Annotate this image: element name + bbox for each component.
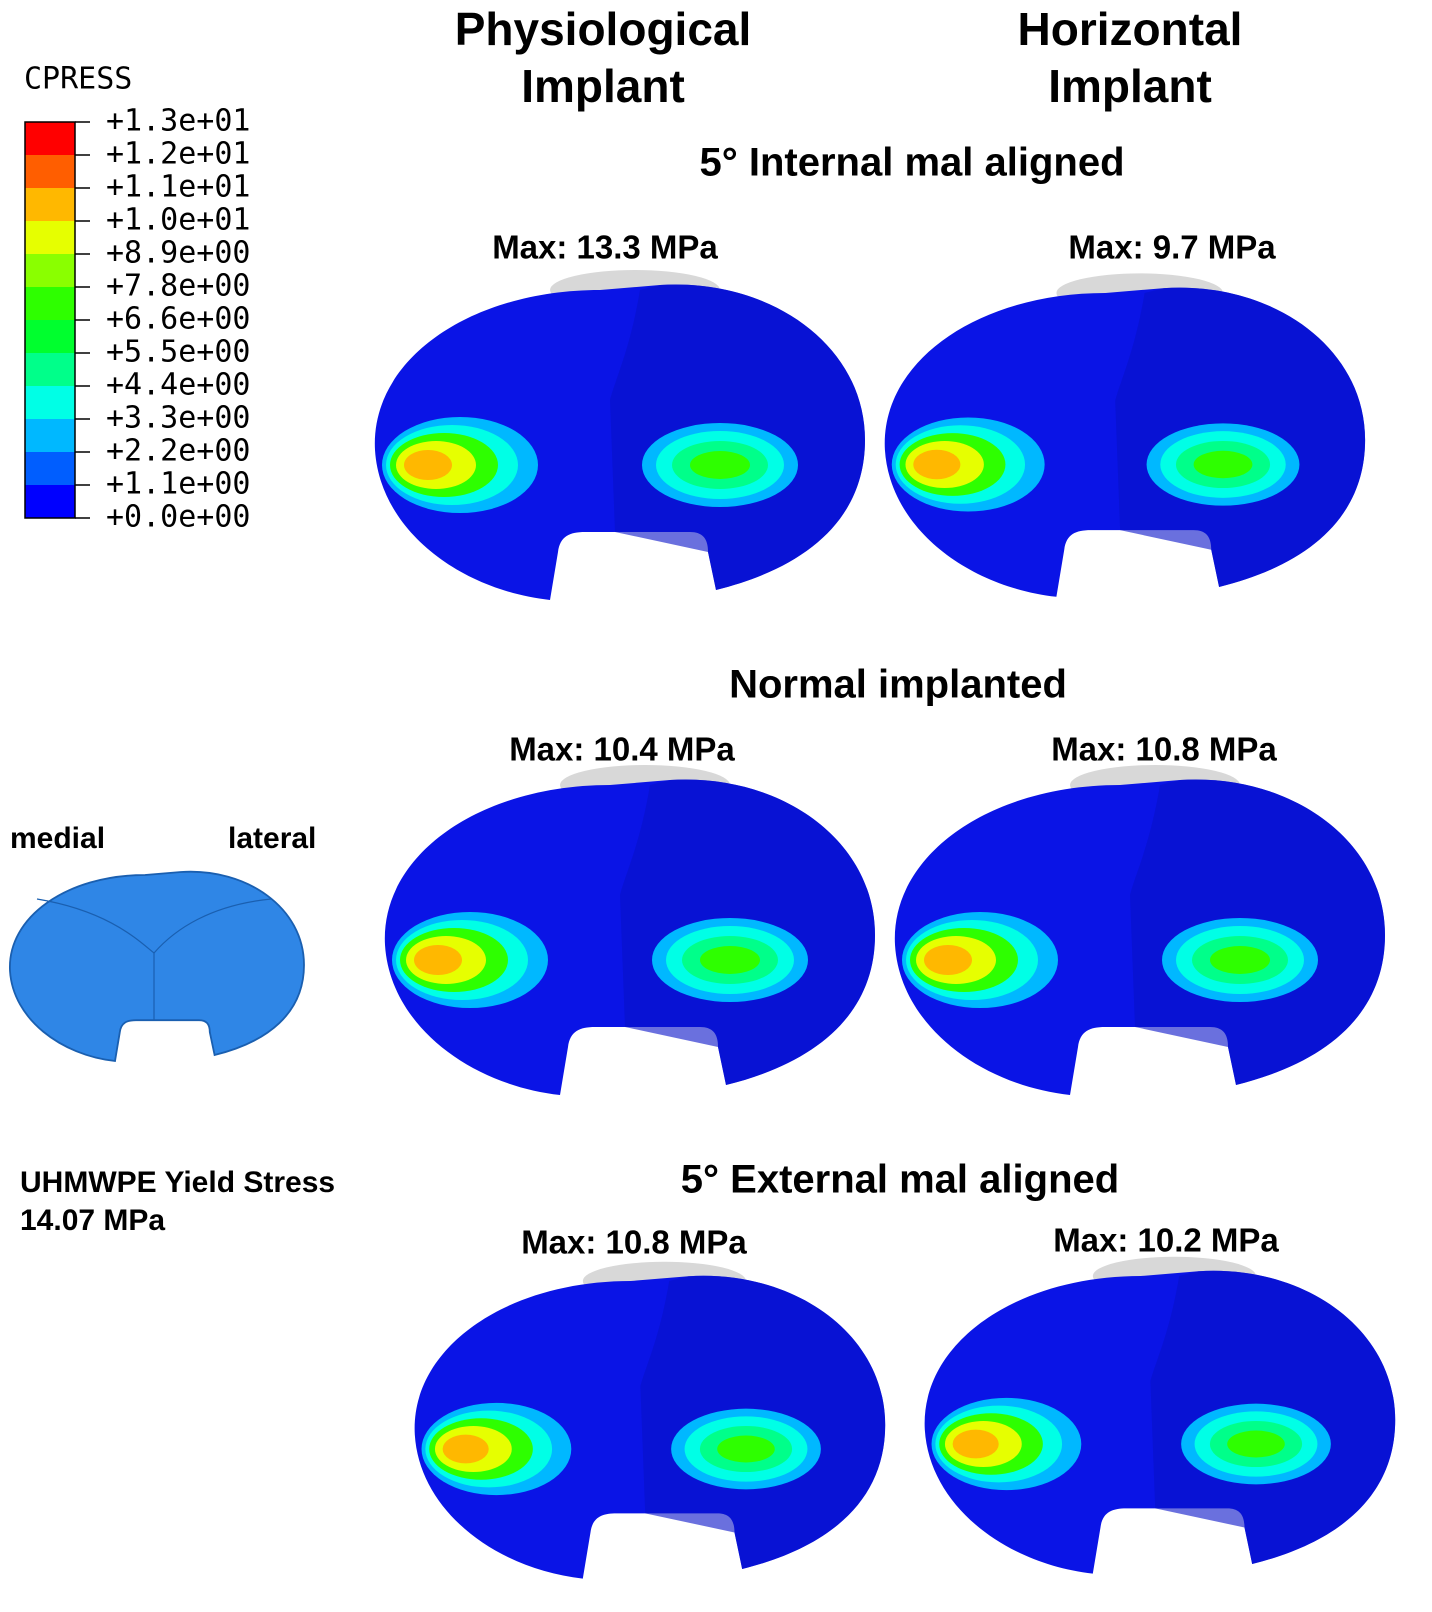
legend-label: +1.1e+00	[106, 467, 251, 502]
max-label: Max: 13.3 MPa	[492, 229, 718, 266]
column-header: Physiological	[455, 3, 752, 55]
legend-swatch	[25, 386, 75, 419]
legend-swatch	[25, 155, 75, 188]
legend-swatch	[25, 419, 75, 452]
legend-label: +1.0e+01	[106, 203, 251, 238]
row-title: Normal implanted	[729, 663, 1067, 707]
legend-swatch	[25, 188, 75, 221]
legend-label: +8.9e+00	[106, 236, 251, 271]
legend-label: +6.6e+00	[106, 302, 251, 337]
legend-swatch	[25, 122, 75, 155]
max-label: Max: 10.8 MPa	[521, 1224, 747, 1261]
column-header: Horizontal	[1018, 3, 1243, 55]
contour-plot	[925, 1257, 1396, 1574]
max-label: Max: 9.7 MPa	[1068, 229, 1276, 266]
contour-plot	[885, 273, 1365, 596]
legend-swatch	[25, 254, 75, 287]
legend-label: +5.5e+00	[106, 335, 251, 370]
inset-label: lateral	[228, 822, 316, 855]
note: 14.07 MPa	[20, 1204, 165, 1237]
contour-plot	[385, 765, 875, 1095]
legend-swatch	[25, 485, 75, 518]
legend-label: +2.2e+00	[106, 434, 251, 469]
contour-plot	[415, 1262, 886, 1579]
note: UHMWPE Yield Stress	[20, 1166, 335, 1199]
insert-model	[10, 872, 304, 1061]
legend: CPRESS +1.3e+01+1.2e+01+1.1e+01+1.0e+01+…	[24, 62, 251, 535]
max-label: Max: 10.8 MPa	[1051, 731, 1277, 768]
contour-plot	[895, 765, 1385, 1095]
inset-label: medial	[10, 822, 105, 855]
legend-swatch	[25, 452, 75, 485]
column-header: Implant	[521, 60, 685, 112]
legend-label: +1.3e+01	[106, 104, 251, 139]
column-header: Implant	[1048, 60, 1212, 112]
max-label: Max: 10.4 MPa	[509, 731, 735, 768]
contour-plot	[375, 270, 865, 600]
legend-swatch	[25, 287, 75, 320]
legend-label: +1.1e+01	[106, 170, 251, 205]
legend-swatch	[25, 221, 75, 254]
figure: CPRESS +1.3e+01+1.2e+01+1.1e+01+1.0e+01+…	[0, 0, 1432, 1612]
legend-label: +1.2e+01	[106, 137, 251, 172]
legend-label: +3.3e+00	[106, 401, 251, 436]
legend-swatch	[25, 353, 75, 386]
legend-label: +0.0e+00	[106, 500, 251, 535]
row-title: 5° Internal mal aligned	[700, 141, 1125, 185]
max-label: Max: 10.2 MPa	[1053, 1222, 1279, 1259]
row-title: 5° External mal aligned	[681, 1158, 1119, 1202]
legend-swatch	[25, 320, 75, 353]
legend-label: +4.4e+00	[106, 368, 251, 403]
legend-label: +7.8e+00	[106, 269, 251, 304]
legend-title: CPRESS	[24, 62, 132, 97]
